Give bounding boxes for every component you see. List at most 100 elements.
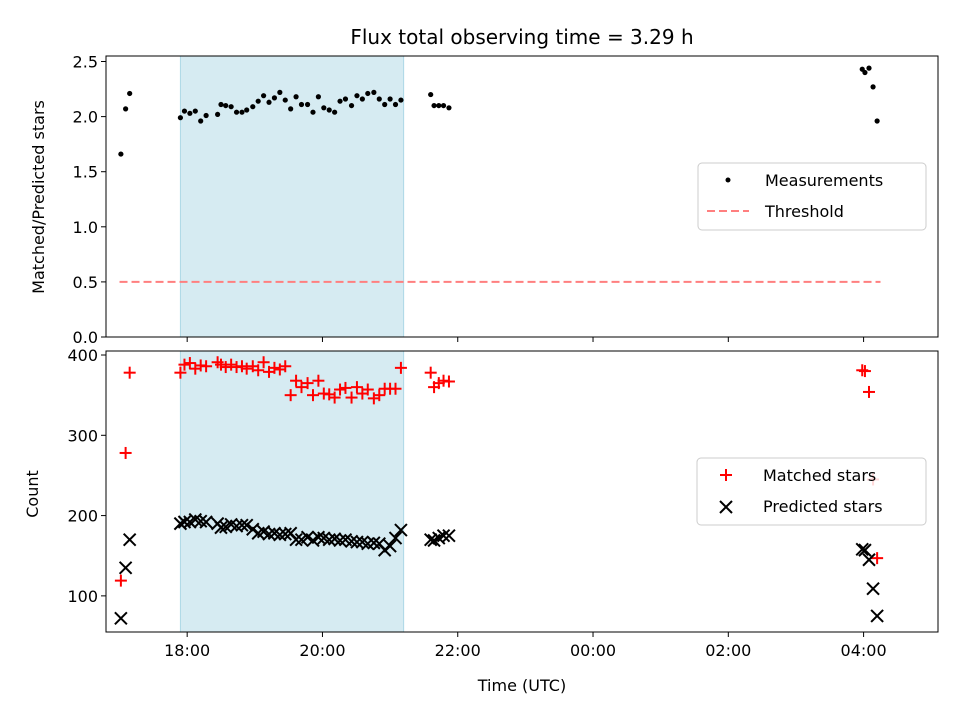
x-tick-label: 04:00 [841,641,887,660]
predicted-star-point [423,532,438,547]
predicted-star-point [858,543,872,557]
measurement-point [233,109,240,115]
matched-star-point [268,361,281,374]
bot-y-tick-label: 400 [67,346,98,365]
measurement-point [198,118,204,124]
predicted-star-point [388,531,403,545]
legend-measurements-label: Measurements [765,171,883,190]
predicted-star-point [114,611,128,626]
predicted-star-point [333,533,347,548]
predicted-star-point [866,581,880,596]
predicted-star-point [870,609,884,623]
matched-star-point [252,364,265,377]
matched-star-point [334,383,347,396]
bot-y-tick-label: 100 [67,587,98,606]
x-axis-label: Time (UTC) [477,676,566,695]
matched-star-point [183,357,196,370]
measurement-point [321,105,327,111]
measurement-point [428,91,434,98]
predicted-star-point [118,561,133,575]
measurement-point [215,111,221,118]
measurement-point [192,108,198,114]
matched-star-point [284,389,297,402]
matched-star-point [350,381,363,394]
matched-star-point [858,365,871,378]
measurement-point [298,101,305,108]
measurement-point [218,101,224,108]
measurement-point [348,102,355,109]
predicted-star-point [278,527,292,541]
predicted-star-point [273,528,287,542]
measurement-point [446,105,452,111]
measurement-point [223,102,229,109]
top-highlight-band [179,55,405,338]
measurement-point [862,69,868,76]
matched-star-point [295,381,308,394]
measurement-point [255,98,261,104]
measurement-point [293,94,299,100]
predicted-star-point [322,532,336,547]
x-tick-label: 20:00 [299,641,345,660]
matched-star-point [442,375,455,388]
measurement-point [337,98,343,104]
measurement-point [304,101,311,108]
predicted-star-point [239,518,254,532]
top-panel: 0.0 0.5 1.0 1.5 2.0 2.5 Matched/Predicted sta… [29,53,939,347]
chart-title: Flux total observing time = 3.29 h [350,25,693,49]
measurement-point [436,102,442,109]
measurement-point [203,112,209,119]
matched-star-point [240,362,253,375]
measurement-point [326,107,332,113]
measurement-point [431,102,437,109]
top-legend: Measurements Threshold [697,162,927,231]
bot-y-tick-label: 300 [67,426,98,445]
matched-star-point [119,446,132,459]
predicted-star-point [394,523,408,537]
bottom-panel: 100 200 300 400 18:00 20:00 22:00 00:00 02:00 04… [23,346,939,695]
measurement-point [127,90,133,97]
matched-star-point [219,361,232,374]
matched-star-point [389,382,402,395]
predicted-star-point [855,542,869,557]
matched-star-point [174,366,187,379]
measurement-point [228,104,234,110]
matched-star-point [290,374,303,387]
measurement-point [181,108,188,114]
measurement-point [123,106,129,112]
measurement-point [250,104,256,110]
measurement-point [310,109,316,115]
matched-star-point [339,381,352,394]
x-tick-label: 18:00 [164,641,210,660]
matched-star-point [279,360,292,373]
legend-threshold-label: Threshold [764,202,844,221]
predicted-star-point [262,527,276,541]
matched-star-point [373,389,386,402]
measurement-point [398,97,404,103]
measurement-point [315,94,321,100]
bottom-y-axis-label: Count [23,470,42,518]
matched-star-point [328,391,341,404]
bottom-legend: Matched stars Predicted stars [696,457,927,526]
measurement-point [870,84,876,90]
measurement-point [382,101,388,108]
matched-star-point [424,366,437,379]
bot-highlight-band [179,350,405,633]
matched-star-point [257,356,270,369]
predicted-star-point [862,553,876,567]
measurement-point [387,96,393,102]
legend-matched-marker [720,469,732,481]
measurement-point [365,90,371,97]
measurement-point [244,107,250,113]
measurement-point [266,99,272,105]
measurement-point [392,101,399,108]
predicted-star-point [122,532,137,547]
top-y-tick-label: 2.0 [73,108,98,127]
bottom-axes-frame [105,350,939,633]
matched-star-point [114,574,127,587]
predicted-star-point [383,539,397,553]
legend-predicted-label: Predicted stars [763,497,883,516]
x-tick-label: 22:00 [435,641,481,660]
matched-star-point [312,374,325,387]
measurement-point [376,96,382,102]
predicted-star-point [199,515,213,529]
